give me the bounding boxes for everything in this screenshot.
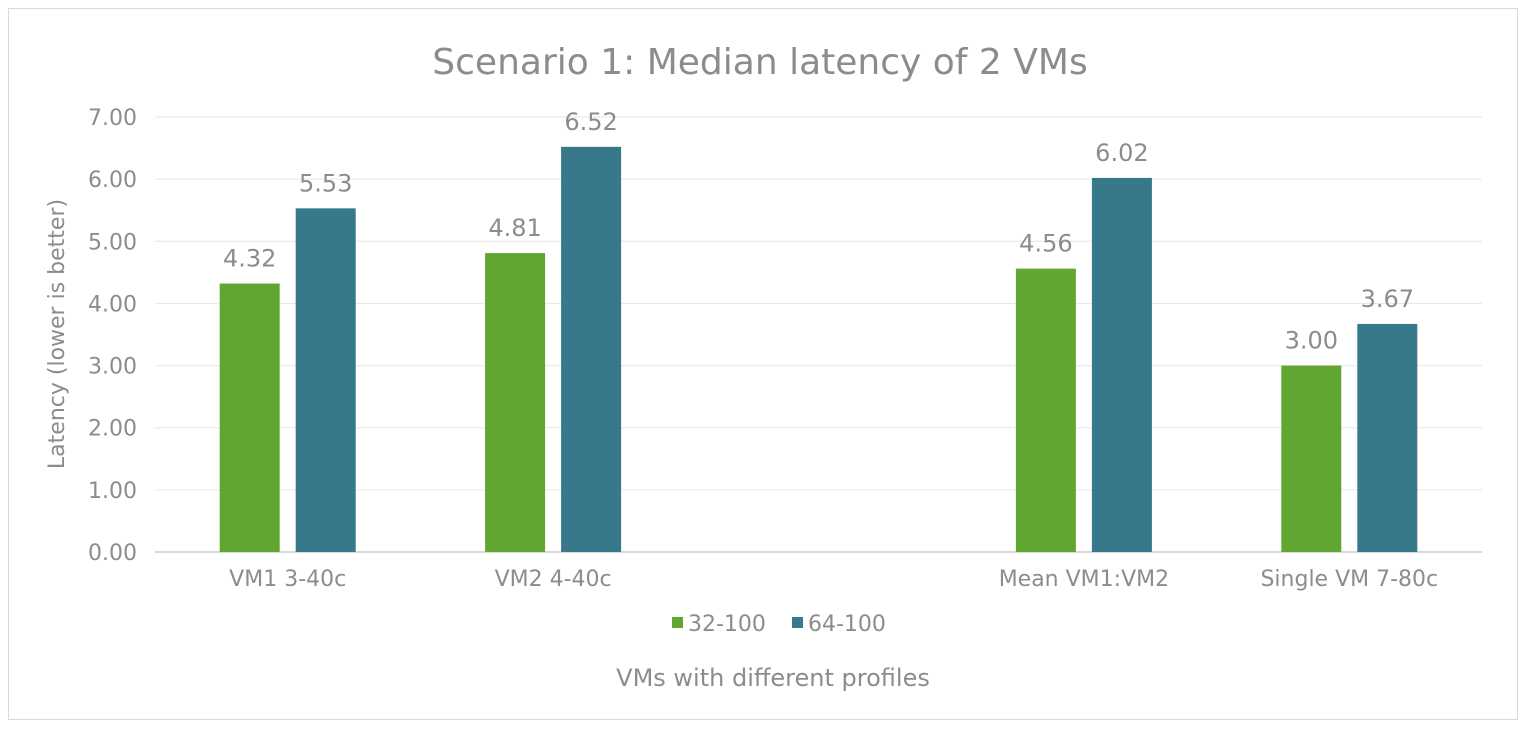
legend-swatch bbox=[672, 617, 683, 628]
bar bbox=[1357, 323, 1418, 552]
bar bbox=[295, 208, 356, 552]
data-label: 6.52 bbox=[564, 108, 617, 136]
data-label: 4.56 bbox=[1019, 230, 1072, 258]
data-label: 3.67 bbox=[1361, 285, 1414, 313]
y-tick-label: 2.00 bbox=[88, 417, 137, 442]
data-label: 5.53 bbox=[299, 169, 352, 197]
legend-label: 32-100 bbox=[688, 612, 766, 637]
chart-frame bbox=[8, 8, 1518, 720]
y-tick-label: 3.00 bbox=[88, 355, 137, 380]
data-label: 4.32 bbox=[223, 245, 276, 273]
x-tick-label: VM2 4-40c bbox=[495, 567, 612, 592]
legend-label: 64-100 bbox=[808, 612, 886, 637]
legend-swatch bbox=[792, 617, 803, 628]
chart-title: Scenario 1: Median latency of 2 VMs bbox=[432, 42, 1087, 83]
x-tick-label: VM1 3-40c bbox=[229, 567, 346, 592]
data-label: 6.02 bbox=[1095, 139, 1148, 167]
y-tick-label: 5.00 bbox=[88, 230, 137, 255]
data-label: 4.81 bbox=[488, 214, 541, 242]
y-axis-label: Latency (lower is better) bbox=[45, 199, 70, 469]
y-tick-label: 7.00 bbox=[88, 106, 137, 131]
bar bbox=[219, 283, 280, 552]
x-tick-label: Single VM 7-80c bbox=[1260, 567, 1438, 592]
bar bbox=[1281, 365, 1342, 552]
y-tick-label: 1.00 bbox=[88, 479, 137, 504]
bar bbox=[485, 253, 546, 553]
x-axis-label: VMs with different profiles bbox=[616, 664, 930, 692]
data-label: 3.00 bbox=[1285, 327, 1338, 355]
bar bbox=[1015, 268, 1076, 552]
bar bbox=[561, 146, 622, 553]
y-tick-label: 0.00 bbox=[88, 541, 137, 566]
bar bbox=[1091, 177, 1152, 552]
y-tick-label: 6.00 bbox=[88, 168, 137, 193]
y-tick-label: 4.00 bbox=[88, 292, 137, 317]
x-tick-label: Mean VM1:VM2 bbox=[999, 567, 1169, 592]
